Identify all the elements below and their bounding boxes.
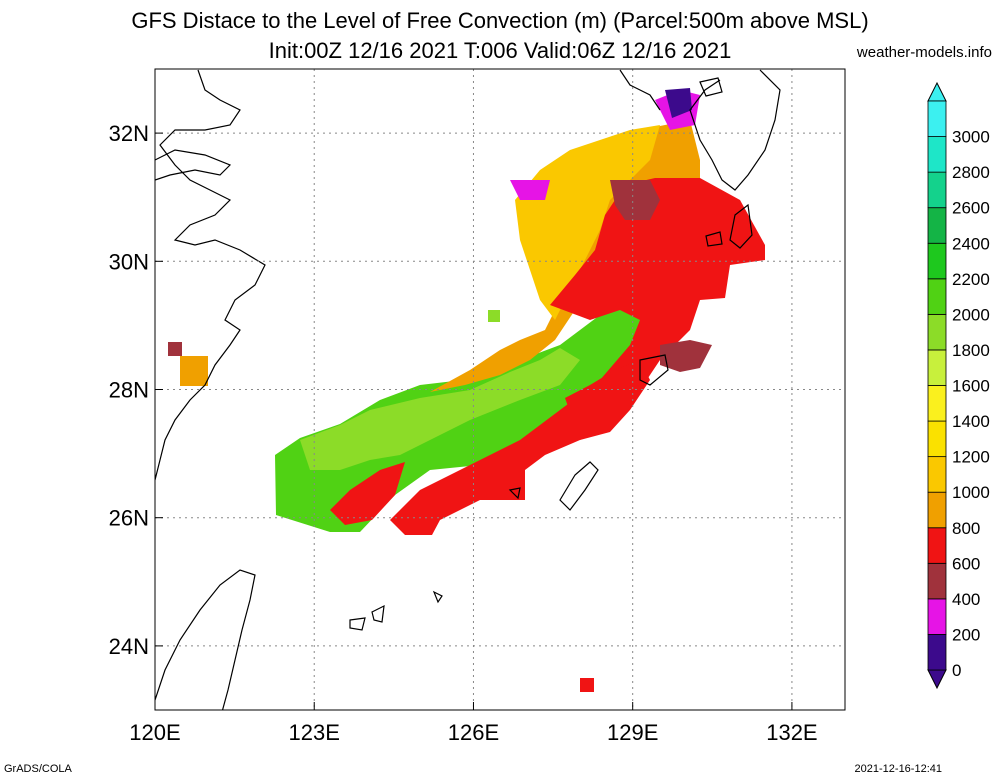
colorbar-label: 1200 [952,448,990,467]
field-shading [168,88,765,692]
island-small-1 [432,590,443,604]
chart-title: GFS Distace to the Level of Free Convect… [131,8,869,33]
colorbar-label: 200 [952,625,980,644]
tick-label-lat: 32N [109,121,149,146]
colorbar-triangle-low [927,669,947,690]
timestamp: 2021-12-16-12:41 [854,763,942,775]
colorbar-label: 3000 [952,128,990,147]
colorbar-label: 0 [952,661,961,680]
island-yaku [729,203,753,249]
coastline-korea [619,69,661,111]
colorbar-label: 2000 [952,305,990,324]
colorbar-label: 2600 [952,199,990,218]
colorbar-swatch [927,562,947,600]
colorbar-label: 1000 [952,483,990,502]
colorbar-label: 2800 [952,163,990,182]
colorbar-label: 1400 [952,412,990,431]
colorbar-label: 400 [952,590,980,609]
colorbar-triangle-high [927,81,947,102]
island-jeju [699,77,723,97]
site-credit: weather-models.info [856,44,992,61]
colorbar-label: 1600 [952,377,990,396]
coastline-kyushu [689,69,781,191]
island-ishigaki [371,604,385,623]
colorbar-swatch [927,385,947,422]
colorbar-swatch [927,313,947,351]
tick-label-lon: 132E [766,720,817,745]
chart-subtitle: Init:00Z 12/16 2021 T:006 Valid:06Z 12/1… [268,38,732,63]
colorbar-swatch [927,491,947,529]
colorbar-label: 600 [952,554,980,573]
coastline-china [155,69,266,481]
tick-label-lon: 126E [448,720,499,745]
colorbar-label: 800 [952,519,980,538]
field-band-red [330,178,765,692]
colorbar-swatch [927,136,947,173]
tick-label-lat: 30N [109,249,149,274]
field-patch-west [180,310,500,386]
colorbar-swatch [927,278,947,315]
colorbar-swatch [927,100,947,137]
map-axes: 120E 123E 126E 129E 132E 24N 26N 28N 30N 32N [109,121,818,745]
tick-label-lat: 28N [109,378,149,403]
island-small-2 [705,231,723,247]
field-band-green [275,300,660,532]
island-okinawa [559,461,599,511]
colorbar-swatch [927,456,947,493]
colorbar-swatch [927,171,947,209]
colorbar-label: 2200 [952,270,990,289]
tick-label-lat: 26N [109,506,149,531]
island-amami [639,354,669,386]
colorbar-label: 1800 [952,341,990,360]
colorbar-swatch [927,527,947,564]
colorbar-swatch [927,207,947,244]
colorbar-swatch [927,420,947,458]
tick-label-lat: 24N [109,634,149,659]
field-band-lowlfc [168,88,712,372]
software-credit: GrADS/COLA [4,763,72,775]
tick-label-lon: 120E [129,720,180,745]
island-small-3 [508,487,521,500]
tick-label-lon: 123E [289,720,340,745]
map-grid [155,69,845,710]
colorbar-swatch [927,349,947,386]
coastlines [155,69,781,710]
coastline-shanghai [155,149,232,181]
tick-label-lon: 129E [607,720,658,745]
colorbar: 0 200 400 600 800 1000 1200 1400 1600 1800 2000 220… [927,81,990,690]
colorbar-label: 2400 [952,234,990,253]
coastline-taiwan [155,569,256,710]
colorbar-swatch [927,242,947,280]
colorbar-swatch [927,598,947,635]
colorbar-swatch [927,634,947,671]
island-miyako [349,617,366,631]
